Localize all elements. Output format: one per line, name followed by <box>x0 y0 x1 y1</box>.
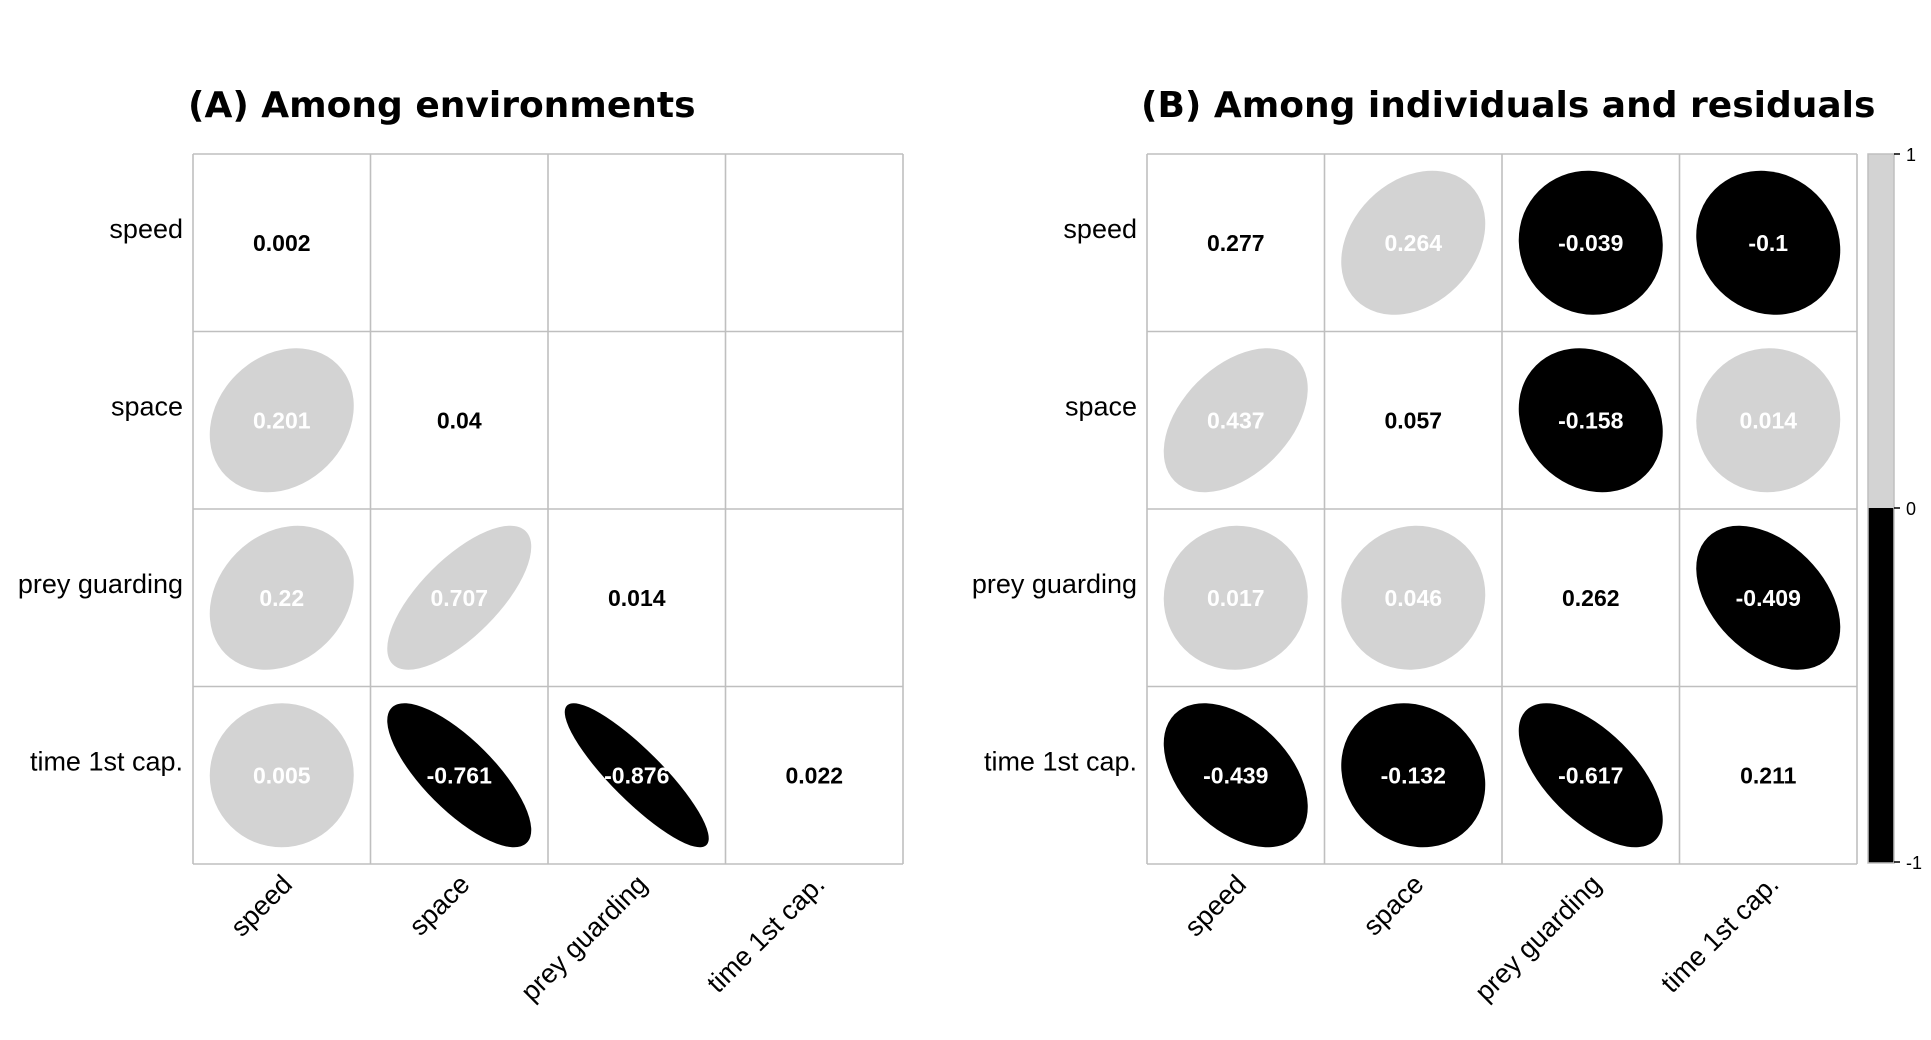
panel-b-row-label: speed <box>1063 214 1137 244</box>
panel-a-cell-value: -0.761 <box>427 762 492 788</box>
panel-a-column-label: prey guarding <box>515 869 653 1007</box>
panel-a-cell-value: 0.022 <box>785 762 843 788</box>
panel-b-correlation-ellipse <box>1696 525 1841 670</box>
panel-a-correlation-ellipse <box>387 703 532 848</box>
panel-b-correlation-ellipse <box>1341 525 1486 670</box>
panel-a-cell-value: 0.014 <box>608 585 666 611</box>
legend-tick-middle: 0 <box>1906 499 1916 519</box>
panel-b-cell-value: -0.132 <box>1381 762 1446 788</box>
panel-a-correlation-ellipse <box>564 703 709 848</box>
panel-b-cell-value: -0.158 <box>1558 407 1623 433</box>
panel-a-correlation-ellipse <box>209 348 354 493</box>
panel-b-cell-value: 0.262 <box>1562 585 1620 611</box>
panel-b-correlation-ellipse <box>1163 348 1308 493</box>
panel-b-cell-value: 0.437 <box>1207 407 1265 433</box>
panel-b-row-label: space <box>1065 391 1137 421</box>
panel-b-cell-value: 0.014 <box>1739 407 1797 433</box>
panel-a-title: (A) Among environments <box>188 85 696 126</box>
panel-a-cell-value: 0.22 <box>259 585 304 611</box>
panel-b-cell-value: 0.017 <box>1207 585 1265 611</box>
panel-a-cell-value: -0.876 <box>604 762 669 788</box>
panel-a-row-label: time 1st cap. <box>30 746 183 776</box>
panel-b-cell-value: 0.211 <box>1740 762 1796 788</box>
panel-a: (A) Among environments speed space prey gu… <box>18 85 904 1007</box>
panel-b-correlation-ellipse <box>1696 348 1841 493</box>
panel-a-row-label: space <box>111 391 183 421</box>
panel-b-cell-value: -0.039 <box>1558 230 1623 256</box>
panel-b-column-label: time 1st cap. <box>1655 869 1784 998</box>
panel-a-cell-value: 0.707 <box>430 585 488 611</box>
legend-tick-bottom: -1 <box>1906 853 1922 873</box>
panel-b-correlation-ellipse <box>1696 170 1841 315</box>
panel-b-correlation-ellipse <box>1518 703 1663 848</box>
panel-b-cell-value: -0.409 <box>1736 585 1801 611</box>
panel-b-cell-value: 0.264 <box>1384 230 1442 256</box>
panel-a-correlation-ellipse <box>387 525 532 670</box>
panel-b-correlation-ellipse <box>1163 525 1308 670</box>
panel-b-column-label: space <box>1357 869 1429 941</box>
color-legend: 1 0 -1 <box>1867 145 1922 873</box>
panel-b-cell-value: -0.439 <box>1203 762 1268 788</box>
panel-b-correlation-ellipse <box>1518 170 1663 315</box>
panel-a-row-label: speed <box>109 214 183 244</box>
legend-negative-segment <box>1868 508 1894 863</box>
panel-b: (B) Among individuals and residuals spee… <box>972 85 1876 1007</box>
legend-tick-top: 1 <box>1906 145 1916 165</box>
panel-a-cell-value: 0.005 <box>253 762 311 788</box>
panel-a-column-label: time 1st cap. <box>701 869 830 998</box>
panel-a-row-label: prey guarding <box>18 569 183 599</box>
panel-a-correlation-ellipse <box>209 525 354 670</box>
panel-b-cell-value: -0.1 <box>1748 230 1788 256</box>
panel-b-column-label: speed <box>1179 869 1252 942</box>
panel-b-title: (B) Among individuals and residuals <box>1141 85 1875 126</box>
panel-a-cell-value: 0.002 <box>253 230 311 256</box>
panel-a-cell-value: 0.04 <box>437 407 482 433</box>
panel-b-correlation-ellipse <box>1341 170 1486 315</box>
panel-b-column-label: prey guarding <box>1469 869 1607 1007</box>
legend-positive-segment <box>1868 154 1894 508</box>
panel-a-correlation-ellipse <box>209 703 354 848</box>
panel-b-correlation-ellipse <box>1341 703 1486 848</box>
panel-b-correlation-ellipse <box>1518 348 1663 493</box>
panel-b-correlation-ellipse <box>1163 703 1308 848</box>
panel-b-cell-value: -0.617 <box>1558 762 1623 788</box>
panel-b-row-label: time 1st cap. <box>984 746 1137 776</box>
panel-b-cell-value: 0.046 <box>1384 585 1442 611</box>
panel-a-marks: speed space prey guarding time 1st cap. spee… <box>18 153 904 1007</box>
panel-a-column-label: speed <box>225 869 298 942</box>
panel-b-row-label: prey guarding <box>972 569 1137 599</box>
panel-a-column-label: space <box>403 869 475 941</box>
panel-a-cell-value: 0.201 <box>253 407 311 433</box>
panel-b-cell-value: 0.057 <box>1384 407 1442 433</box>
panel-b-marks: speed space prey guarding time 1st cap. spee… <box>972 153 1858 1007</box>
panel-b-cell-value: 0.277 <box>1207 230 1265 256</box>
